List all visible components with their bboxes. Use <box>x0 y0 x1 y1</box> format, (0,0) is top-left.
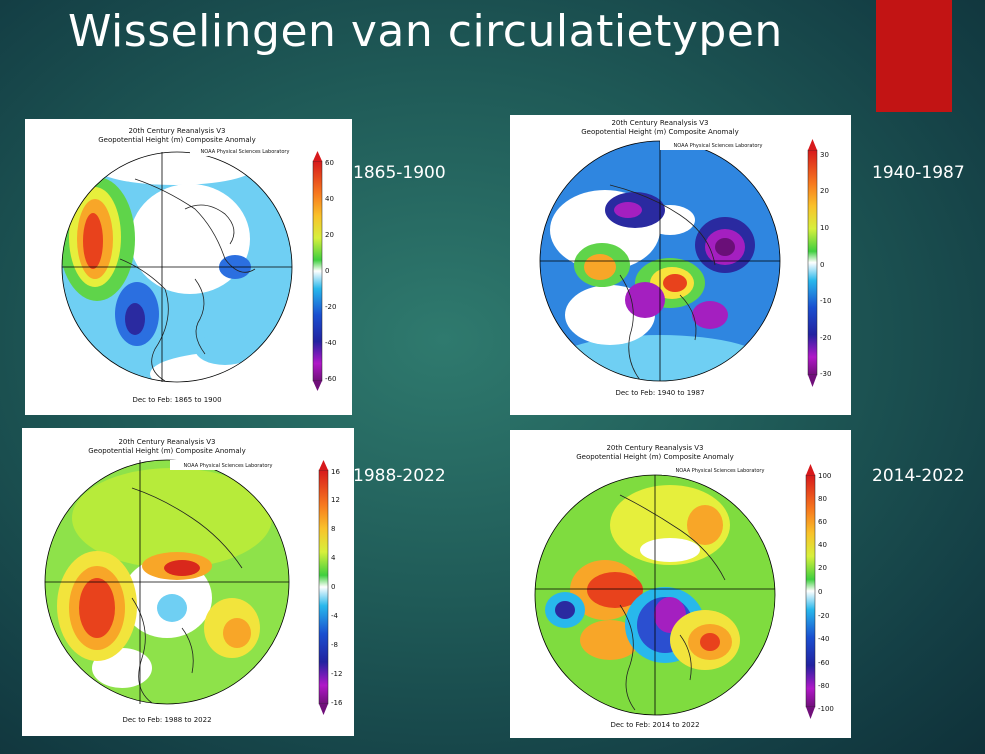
colorbar-label: -4 <box>331 612 339 620</box>
colorbar-label: -30 <box>820 370 831 378</box>
colorbar-label: 60 <box>818 518 827 526</box>
map-panel-1865-1900: 20th Century Reanalysis V3 Geopotential … <box>25 119 352 415</box>
panel-credit: NOAA Physical Sciences Laboratory <box>676 468 765 474</box>
colorbar <box>312 160 323 382</box>
anomaly-map-4: 20th Century Reanalysis V3 Geopotential … <box>534 444 834 729</box>
map-panel-1988-2022: 20th Century Reanalysis V3 Geopotential … <box>22 428 354 736</box>
panel-title-line1: 20th Century Reanalysis V3 <box>128 127 225 135</box>
panel-title-line1: 20th Century Reanalysis V3 <box>118 438 215 446</box>
panel-caption: Dec to Feb: 1865 to 1900 <box>132 396 221 404</box>
colorbar-label: 16 <box>331 468 340 476</box>
colorbar-label: -10 <box>820 297 831 305</box>
colorbar-label: 100 <box>818 472 831 480</box>
panel-title-line2: Geopotential Height (m) Composite Anomal… <box>581 128 739 136</box>
colorbar-label: 0 <box>820 261 824 269</box>
colorbar <box>805 474 816 708</box>
period-label: 2014-2022 <box>872 466 965 486</box>
colorbar-label: 20 <box>325 231 334 239</box>
panel-caption: Dec to Feb: 1940 to 1987 <box>615 389 704 397</box>
period-label: 1865-1900 <box>353 163 446 183</box>
colorbar-label: 40 <box>818 541 827 549</box>
colorbar-label: 20 <box>818 564 827 572</box>
map-panel-1940-1987: 20th Century Reanalysis V3 Geopotential … <box>510 115 851 415</box>
colorbar-label: -12 <box>331 670 342 678</box>
panel-title-line2: Geopotential Height (m) Composite Anomal… <box>88 447 246 455</box>
colorbar-label: 10 <box>820 224 829 232</box>
panel-caption: Dec to Feb: 1988 to 2022 <box>122 716 211 724</box>
accent-block <box>876 0 952 112</box>
colorbar-label: 20 <box>820 187 829 195</box>
colorbar-label: -8 <box>331 641 338 649</box>
colorbar-label: 4 <box>331 554 336 562</box>
slide-title: Wisselingen van circulatietypen <box>68 6 783 57</box>
colorbar <box>807 149 818 376</box>
period-label: 1940-1987 <box>872 163 965 183</box>
colorbar-label: -80 <box>818 682 829 690</box>
panel-caption: Dec to Feb: 2014 to 2022 <box>610 721 699 729</box>
colorbar-label: 30 <box>820 151 829 159</box>
anomaly-map-2: 20th Century Reanalysis V3 Geopotential … <box>539 119 831 397</box>
colorbar-label: 60 <box>325 159 334 167</box>
panel-credit: NOAA Physical Sciences Laboratory <box>184 463 273 469</box>
colorbar-label: 0 <box>325 267 329 275</box>
colorbar-label: -40 <box>325 339 336 347</box>
panel-title-line1: 20th Century Reanalysis V3 <box>606 444 703 452</box>
colorbar-label: -16 <box>331 699 343 707</box>
colorbar-label: -100 <box>818 705 834 713</box>
colorbar-label: -20 <box>818 612 829 620</box>
colorbar-label: -40 <box>818 635 829 643</box>
map-panel-2014-2022: 20th Century Reanalysis V3 Geopotential … <box>510 430 851 738</box>
colorbar-label: -20 <box>820 334 831 342</box>
colorbar-label: 80 <box>818 495 827 503</box>
anomaly-map-1: 20th Century Reanalysis V3 Geopotential … <box>61 127 336 404</box>
panel-title-line2: Geopotential Height (m) Composite Anomal… <box>98 136 256 144</box>
panel-title-line2: Geopotential Height (m) Composite Anomal… <box>576 453 734 461</box>
anomaly-map-3: 20th Century Reanalysis V3 Geopotential … <box>44 438 343 724</box>
colorbar-label: -20 <box>325 303 336 311</box>
panel-credit: NOAA Physical Sciences Laboratory <box>201 149 290 155</box>
colorbar <box>318 469 329 705</box>
colorbar-label: 8 <box>331 525 335 533</box>
colorbar-label: -60 <box>818 659 829 667</box>
colorbar-label: -60 <box>325 375 336 383</box>
period-label: 1988-2022 <box>353 466 446 486</box>
colorbar-label: 0 <box>331 583 335 591</box>
panel-title-line1: 20th Century Reanalysis V3 <box>611 119 708 127</box>
panel-credit: NOAA Physical Sciences Laboratory <box>674 143 763 149</box>
colorbar-label: 40 <box>325 195 334 203</box>
colorbar-label: 12 <box>331 496 340 504</box>
colorbar-label: 0 <box>818 588 822 596</box>
